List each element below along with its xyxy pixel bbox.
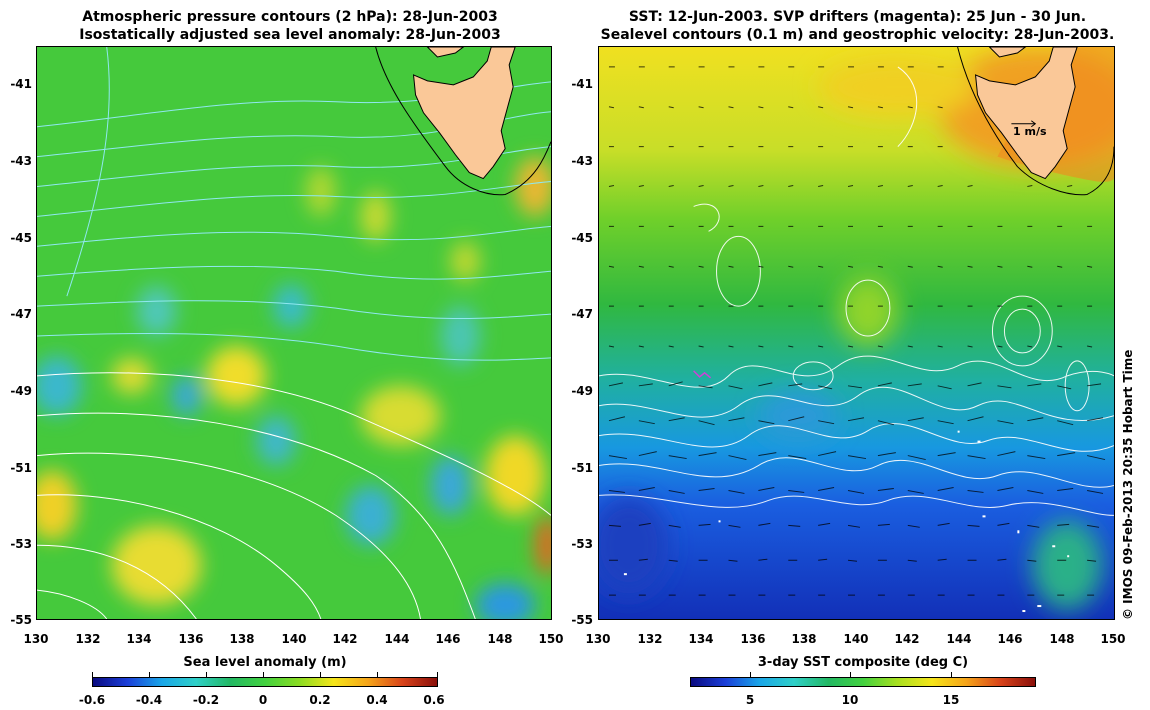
right-x-tick: 144 bbox=[946, 632, 972, 646]
left-colorbar-tick: 0.6 bbox=[423, 693, 445, 707]
colorbar-tick-mark bbox=[149, 672, 150, 678]
imos-credit: © IMOS 09-Feb-2013 20:35 Hobart Time bbox=[1121, 349, 1135, 620]
left-colorbar-tick: -0.6 bbox=[78, 693, 106, 707]
left-title-line2: Isostatically adjusted sea level anomaly… bbox=[79, 27, 501, 43]
left-x-tick: 146 bbox=[435, 632, 461, 646]
colorbar-tick-mark bbox=[206, 672, 207, 678]
right-x-tick: 130 bbox=[585, 632, 611, 646]
right-title-line1: SST: 12-Jun-2003. SVP drifters (magenta)… bbox=[628, 9, 1087, 25]
right-y-tick: -51 bbox=[571, 461, 593, 475]
right-x-tick: 142 bbox=[894, 632, 920, 646]
left-x-tick: 130 bbox=[23, 632, 49, 646]
right-y-tick: -47 bbox=[571, 307, 593, 321]
sst-colorbar bbox=[690, 677, 1036, 687]
right-x-tick: 148 bbox=[1049, 632, 1075, 646]
left-map-title: Atmospheric pressure contours (2 hPa): 2… bbox=[30, 8, 550, 44]
colorbar-tick-mark bbox=[263, 672, 264, 678]
left-y-tick: -41 bbox=[10, 77, 32, 91]
colorbar-tick-mark bbox=[92, 672, 93, 678]
left-colorbar-tick: 0.2 bbox=[309, 693, 331, 707]
right-y-tick: -45 bbox=[571, 231, 593, 245]
left-colorbar-tick: -0.2 bbox=[192, 693, 220, 707]
right-x-tick: 134 bbox=[688, 632, 714, 646]
colorbar-tick-mark bbox=[320, 672, 321, 678]
left-x-tick: 132 bbox=[75, 632, 101, 646]
left-y-tick: -49 bbox=[10, 384, 32, 398]
right-colorbar-tick: 15 bbox=[942, 693, 960, 707]
right-map-title: SST: 12-Jun-2003. SVP drifters (magenta)… bbox=[595, 8, 1120, 44]
velocity-scale-label: 1 m/s bbox=[1013, 125, 1047, 138]
velocity-scale-arrow bbox=[1011, 120, 1037, 128]
sea-level-anomaly-map[interactable] bbox=[36, 46, 552, 620]
colorbar-tick-mark bbox=[437, 672, 438, 678]
right-x-tick: 146 bbox=[997, 632, 1023, 646]
left-colorbar-tick: 0 bbox=[258, 693, 268, 707]
sst-field bbox=[599, 47, 1114, 619]
left-y-tick: -43 bbox=[10, 154, 32, 168]
sea-level-anomaly-field bbox=[37, 47, 551, 619]
left-colorbar-title: Sea level anomaly (m) bbox=[183, 655, 347, 670]
left-x-tick: 138 bbox=[229, 632, 255, 646]
left-x-tick: 148 bbox=[487, 632, 513, 646]
left-y-tick: -53 bbox=[10, 537, 32, 551]
colorbar-tick-mark bbox=[951, 672, 952, 678]
left-x-tick: 144 bbox=[384, 632, 410, 646]
right-y-tick: -53 bbox=[571, 537, 593, 551]
colorbar-tick-mark bbox=[377, 672, 378, 678]
left-x-tick: 142 bbox=[332, 632, 358, 646]
right-colorbar-tick: 5 bbox=[745, 693, 755, 707]
left-colorbar-tick: 0.4 bbox=[366, 693, 388, 707]
svp-drifter-track bbox=[693, 370, 712, 379]
colorbar-tick-mark bbox=[750, 672, 751, 678]
right-x-tick: 150 bbox=[1100, 632, 1126, 646]
left-title-line1: Atmospheric pressure contours (2 hPa): 2… bbox=[82, 9, 498, 25]
left-y-tick: -45 bbox=[10, 231, 32, 245]
sst-composite-map[interactable]: 1 m/s bbox=[598, 46, 1115, 620]
left-x-tick: 134 bbox=[126, 632, 152, 646]
right-title-line2: Sealevel contours (0.1 m) and geostrophi… bbox=[600, 27, 1115, 43]
colorbar-tick-mark bbox=[850, 672, 851, 678]
left-y-tick: -55 bbox=[10, 613, 32, 627]
right-y-tick: -41 bbox=[571, 77, 593, 91]
right-y-tick: -43 bbox=[571, 154, 593, 168]
right-y-tick: -49 bbox=[571, 384, 593, 398]
right-x-tick: 132 bbox=[637, 632, 663, 646]
right-x-tick: 138 bbox=[791, 632, 817, 646]
left-y-tick: -47 bbox=[10, 307, 32, 321]
left-x-tick: 140 bbox=[281, 632, 307, 646]
right-colorbar-title: 3-day SST composite (deg C) bbox=[757, 655, 969, 670]
right-x-tick: 140 bbox=[843, 632, 869, 646]
sea-level-colorbar bbox=[92, 677, 438, 687]
left-colorbar-tick: -0.4 bbox=[135, 693, 163, 707]
right-y-tick: -55 bbox=[571, 613, 593, 627]
right-colorbar-tick: 10 bbox=[841, 693, 859, 707]
left-x-tick: 136 bbox=[178, 632, 204, 646]
right-x-tick: 136 bbox=[740, 632, 766, 646]
left-x-tick: 150 bbox=[538, 632, 564, 646]
left-y-tick: -51 bbox=[10, 461, 32, 475]
